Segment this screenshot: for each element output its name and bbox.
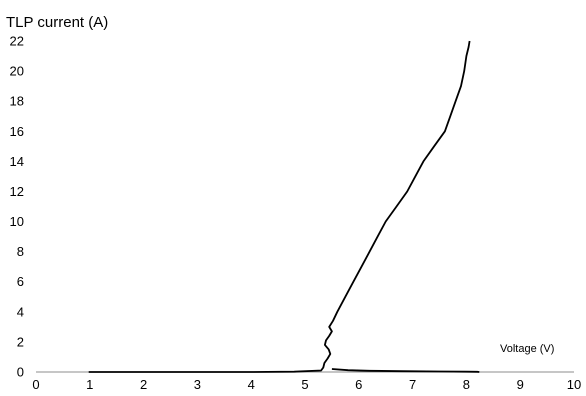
series-line-0 [88,40,471,373]
x-tick-label: 8 [463,377,470,392]
y-tick-label: 12 [10,184,24,199]
x-tick-label: 3 [194,377,201,392]
y-tick-label: 16 [10,124,24,139]
x-tick-label: 7 [409,377,416,392]
y-axis-title: TLP current (A) [6,14,108,31]
x-axis-ticks: 0 1 2 3 4 5 6 7 8 9 10 [32,377,581,392]
y-tick-label: 10 [10,214,24,229]
x-tick-label: 1 [86,377,93,392]
y-tick-label: 20 [10,64,24,79]
x-tick-label: 4 [248,377,255,392]
x-axis-title: Voltage (V) [500,343,554,355]
y-tick-label: 2 [17,334,24,349]
x-tick-label: 5 [301,377,308,392]
y-tick-label: 22 [10,34,24,49]
y-tick-label: 14 [10,154,24,169]
y-tick-label: 6 [17,274,24,289]
x-tick-label: 10 [567,377,581,392]
y-tick-label: 8 [17,244,24,259]
y-axis-ticks: 0 2 4 6 8 10 12 14 16 18 20 22 [10,34,24,380]
y-tick-label: 4 [17,304,24,319]
y-tick-label: 0 [17,365,24,380]
x-tick-label: 6 [355,377,362,392]
x-tick-label: 9 [517,377,524,392]
series-line-1 [331,368,480,373]
x-tick-label: 0 [32,377,39,392]
y-tick-label: 18 [10,94,24,109]
x-tick-label: 2 [140,377,147,392]
series-layer [88,40,480,373]
